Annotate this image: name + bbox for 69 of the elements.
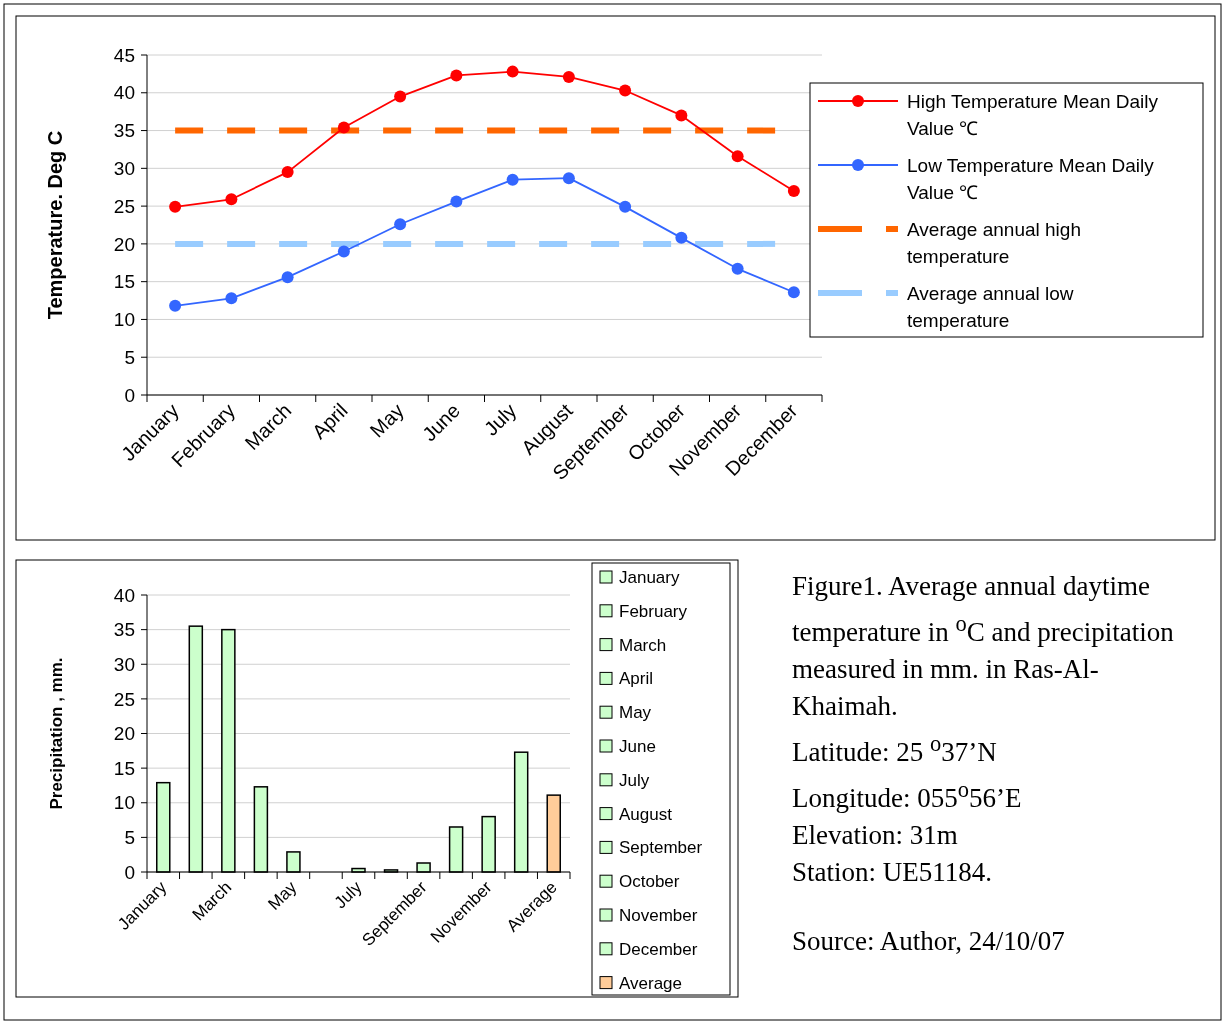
x-tick-label: July [479, 399, 521, 440]
point [675, 231, 688, 244]
point [337, 121, 350, 134]
point [394, 218, 407, 231]
y-axis-title: Temperature. Deg C [44, 130, 66, 320]
legend-label: February [619, 601, 688, 621]
y-tick-label: 30 [113, 653, 135, 675]
legend-label: June [619, 736, 656, 756]
y-tick-label: 0 [124, 384, 135, 406]
legend-label: Average annual high temperature [907, 218, 1081, 267]
y-tick-label: 35 [113, 120, 135, 142]
point [169, 200, 182, 213]
source-note: Source: Author, 24/10/07 [792, 925, 1066, 958]
legend-label: April [619, 669, 654, 689]
point [506, 65, 519, 78]
y-tick-label: 5 [124, 827, 135, 849]
y-tick-label: 35 [113, 619, 135, 641]
y-tick-label: 15 [113, 757, 135, 779]
y-tick-label: 40 [113, 584, 135, 606]
y-tick-label: 20 [113, 723, 135, 745]
legend-label: March [619, 635, 667, 655]
y-tick-label: 15 [113, 271, 135, 293]
point [450, 69, 463, 82]
y-axis-title: Precipitation , mm. [47, 657, 66, 810]
y-tick-label: 45 [113, 44, 135, 66]
y-tick-label: 25 [113, 688, 135, 710]
legend-label: May [619, 703, 652, 723]
point [169, 299, 182, 312]
point [225, 193, 238, 206]
y-tick-label: 10 [113, 792, 135, 814]
point [337, 245, 350, 258]
point [281, 271, 294, 284]
text: Station: UE51184. [792, 856, 993, 889]
legend-label: January [619, 567, 680, 587]
x-tick-label: May [365, 399, 408, 442]
legend-label: Average annual low temperature [907, 282, 1074, 331]
text: Longitude: 055$^{o}$56’E [792, 776, 1023, 815]
y-tick-label: 5 [124, 346, 135, 368]
point [450, 195, 463, 208]
legend-label: September [619, 838, 703, 858]
point [225, 292, 238, 305]
point [787, 185, 800, 197]
x-tick-label: July [330, 877, 366, 913]
y-tick-label: 40 [113, 82, 135, 104]
y-tick-label: 0 [124, 861, 135, 883]
point [394, 90, 407, 103]
y-tick-label: 20 [113, 233, 135, 255]
legend-label: July [619, 770, 650, 790]
legend-label: August [619, 804, 673, 824]
point [506, 173, 519, 186]
point [619, 84, 632, 97]
text: Latitude: 25 $^{o}$37’N [792, 730, 998, 769]
point [281, 166, 294, 179]
point [675, 109, 688, 122]
legend-label: Average [619, 973, 683, 993]
point [731, 262, 744, 275]
y-tick-label: 25 [113, 195, 135, 217]
x-tick-label: May [264, 877, 301, 914]
point [562, 172, 575, 185]
point [731, 150, 744, 163]
point [619, 200, 632, 213]
legend-label: Low Temperature Mean Daily Value ℃ [907, 154, 1155, 203]
y-tick-label: 30 [113, 157, 135, 179]
legend-label: High Temperature Mean Daily Value ℃ [907, 90, 1159, 139]
point [562, 70, 575, 83]
point [787, 286, 800, 299]
text: Elevation: 31m [792, 819, 959, 852]
y-tick-label: 10 [113, 309, 135, 331]
caption: Figure1. Average annual daytime temperature in $^{o}$C and precipitation measured in mm. in Ras-Al-Khaimah. [792, 570, 1175, 723]
